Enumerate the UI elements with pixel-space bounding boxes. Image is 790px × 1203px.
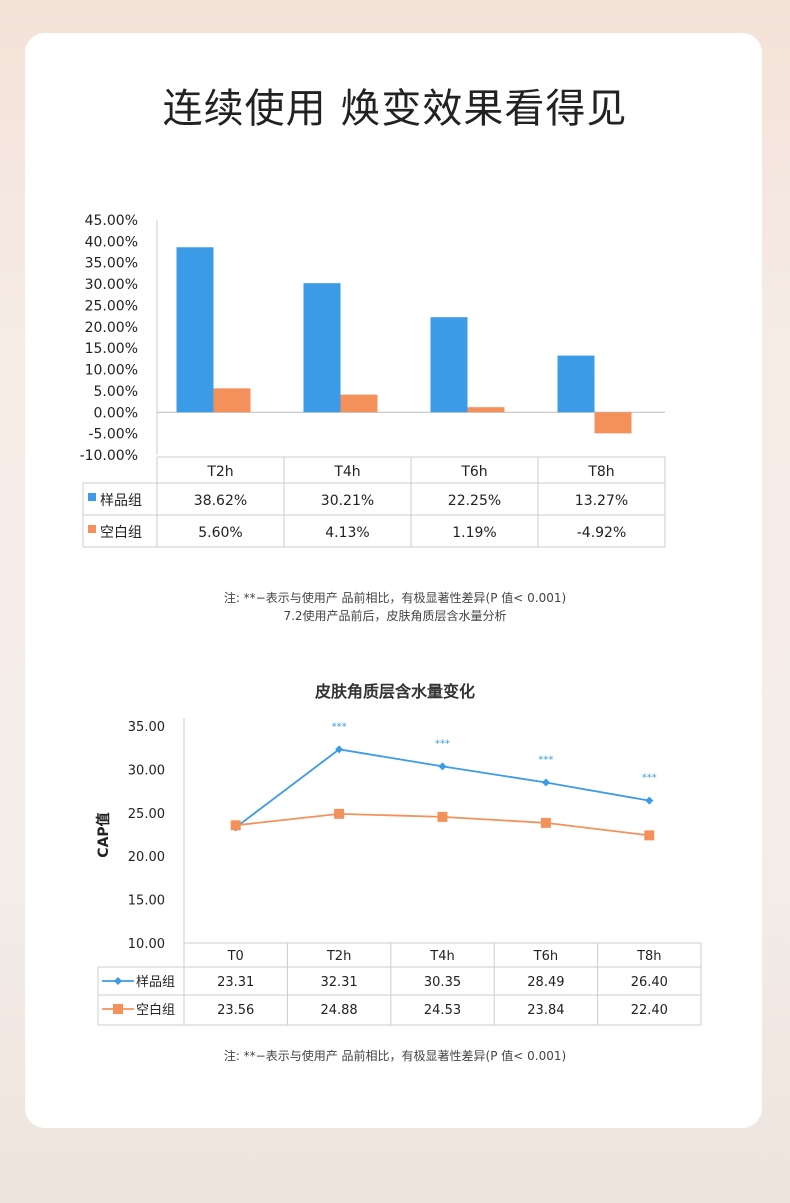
category-label: T0	[227, 949, 244, 964]
legend-marker-diamond	[114, 977, 122, 985]
data-label: 1.19%	[452, 525, 496, 541]
category-label: T8h	[636, 949, 661, 964]
category-label: T4h	[333, 464, 360, 480]
legend-swatch	[88, 493, 96, 501]
significance-mark: ***	[435, 738, 450, 749]
marker-diamond	[541, 778, 550, 787]
category-label: T6h	[460, 464, 487, 480]
marker-diamond	[335, 745, 344, 754]
marker-diamond	[645, 796, 654, 805]
y-tick-label: 45.00%	[85, 213, 138, 229]
bar-sample-T6h	[430, 317, 468, 413]
y-tick-label: 30.00%	[85, 277, 138, 293]
legend-swatch	[88, 525, 96, 533]
y-tick-label: 20.00	[128, 850, 165, 865]
y-tick-label: 35.00	[128, 720, 165, 735]
content-card	[25, 33, 762, 1128]
data-label: 23.84	[527, 1003, 564, 1018]
data-label: 4.13%	[325, 525, 369, 541]
bar-blank-T6h	[467, 407, 505, 413]
marker-square	[437, 811, 448, 822]
y-tick-label: -10.00%	[80, 448, 138, 464]
chart-title: 皮肤角质层含水量变化	[314, 682, 475, 701]
data-label: 32.31	[320, 975, 357, 990]
marker-square	[230, 820, 241, 831]
y-tick-label: 10.00	[128, 937, 165, 952]
y-tick-label: 10.00%	[85, 363, 138, 379]
bar-blank-T4h	[340, 394, 378, 413]
bar-blank-T8h	[594, 412, 632, 434]
data-label: 30.35	[424, 975, 461, 990]
y-tick-label: 5.00%	[94, 384, 138, 400]
legend-label: 样品组	[136, 975, 175, 990]
bar-blank-T2h	[213, 388, 251, 413]
category-label: T2h	[326, 949, 351, 964]
data-label: 5.60%	[198, 525, 242, 541]
marker-square	[644, 830, 655, 841]
data-label: 30.21%	[321, 493, 374, 509]
y-axis-title: CAP值	[95, 812, 112, 857]
legend-label: 空白组	[136, 1002, 175, 1018]
y-tick-label: 25.00%	[85, 298, 138, 314]
legend-label: 空白组	[100, 525, 142, 541]
data-label: 22.40	[631, 1003, 668, 1018]
data-label: 26.40	[631, 975, 668, 990]
significance-mark: ***	[538, 755, 553, 766]
note-2: 7.2使用产品前后，皮肤角质层含水量分析	[283, 609, 507, 623]
data-label: 38.62%	[194, 493, 247, 509]
marker-square	[540, 817, 551, 828]
category-label: T8h	[587, 464, 614, 480]
data-label: 24.53	[424, 1003, 461, 1018]
y-tick-label: 0.00%	[94, 405, 138, 421]
significance-mark: ***	[642, 773, 657, 784]
significance-mark: ***	[332, 721, 347, 732]
marker-diamond	[438, 762, 447, 771]
marker-square	[334, 808, 345, 819]
y-tick-label: 35.00%	[85, 256, 138, 272]
data-label: 23.56	[217, 1003, 254, 1018]
category-label: T4h	[429, 949, 454, 964]
data-label: -4.92%	[577, 525, 627, 541]
y-tick-label: 20.00%	[85, 320, 138, 336]
bar-sample-T8h	[557, 355, 595, 413]
legend-marker-square	[113, 1004, 123, 1014]
legend-label: 样品组	[100, 493, 142, 509]
y-tick-label: 15.00%	[85, 341, 138, 357]
note-3: 注: **−表示与使用产 品前相比，有极显著性差异(P 值< 0.001)	[223, 1049, 567, 1063]
y-tick-label: 40.00%	[85, 234, 138, 250]
data-label: 23.31	[217, 975, 254, 990]
category-label: T6h	[533, 949, 558, 964]
category-label: T2h	[206, 464, 233, 480]
bar-sample-T4h	[303, 283, 341, 413]
y-tick-label: 30.00	[128, 763, 165, 778]
page-title: 连续使用 焕变效果看得见	[162, 86, 628, 132]
note-1: 注: **−表示与使用产 品前相比，有极显著性差异(P 值< 0.001)	[223, 591, 567, 605]
data-label: 24.88	[320, 1003, 357, 1018]
y-tick-label: 25.00	[128, 807, 165, 822]
data-label: 22.25%	[448, 493, 501, 509]
bar-sample-T2h	[176, 247, 214, 413]
data-label: 28.49	[527, 975, 564, 990]
y-tick-label: -5.00%	[88, 427, 138, 443]
y-tick-label: 15.00	[128, 894, 165, 909]
data-label: 13.27%	[575, 493, 628, 509]
